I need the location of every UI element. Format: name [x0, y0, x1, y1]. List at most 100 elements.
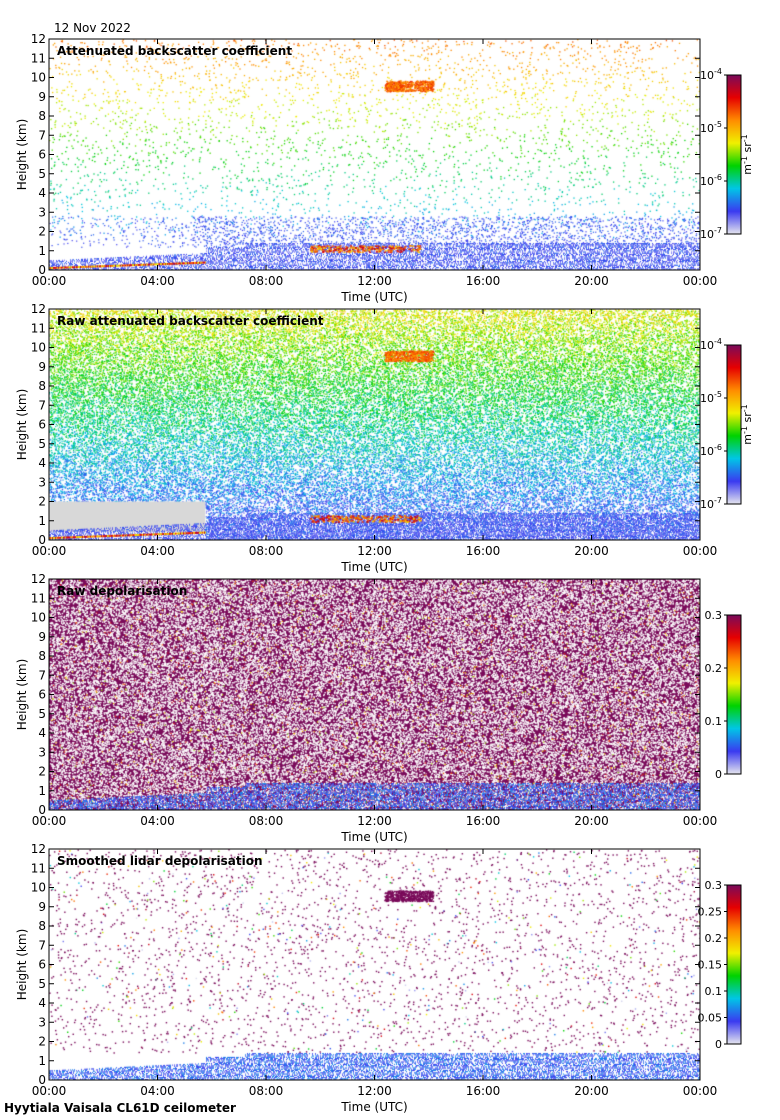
- y-tick-label: 1: [38, 784, 46, 798]
- y-tick-label: 12: [31, 572, 46, 586]
- y-tick-label: 10: [31, 71, 46, 85]
- colorbar-tick-label: 10-4: [700, 337, 722, 352]
- colorbar-tick-label: 0.25: [698, 906, 723, 919]
- y-tick-label: 4: [38, 726, 46, 740]
- y-tick-label: 7: [38, 938, 46, 952]
- x-tick-label: 20:00: [574, 814, 609, 828]
- x-tick-label: 04:00: [140, 814, 175, 828]
- y-tick-label: 10: [31, 341, 46, 355]
- colorbar-tick-label: 0.3: [705, 609, 723, 622]
- heatmap-image: [49, 309, 700, 540]
- colorbar: [726, 614, 742, 775]
- y-tick-label: 11: [31, 861, 46, 875]
- y-axis-label: Height (km): [15, 929, 29, 1000]
- x-tick-label: 00:00: [683, 814, 718, 828]
- x-tick-label: 00:00: [683, 1084, 718, 1098]
- y-tick-label: 10: [31, 611, 46, 625]
- x-tick-label: 08:00: [249, 544, 284, 558]
- y-tick-label: 1: [38, 514, 46, 528]
- y-tick-label: 0: [38, 263, 46, 277]
- y-tick-label: 8: [38, 379, 46, 393]
- y-tick-label: 3: [38, 745, 46, 759]
- x-tick-label: 08:00: [249, 1084, 284, 1098]
- x-tick-label: 00:00: [32, 1084, 67, 1098]
- x-tick-label: 12:00: [357, 1084, 392, 1098]
- x-tick-label: 16:00: [466, 544, 501, 558]
- colorbar-tick-label: 10-6: [700, 443, 722, 458]
- y-tick-label: 12: [31, 302, 46, 316]
- colorbar-tick-label: 10-4: [700, 67, 722, 82]
- y-tick-label: 3: [38, 1015, 46, 1029]
- y-tick-label: 9: [38, 90, 46, 104]
- y-tick-label: 11: [31, 321, 46, 335]
- y-tick-label: 5: [38, 707, 46, 721]
- x-tick-label: 00:00: [32, 814, 67, 828]
- y-tick-label: 5: [38, 977, 46, 991]
- y-tick-label: 7: [38, 668, 46, 682]
- y-tick-label: 12: [31, 32, 46, 46]
- colorbar-tick-label: 0.1: [705, 985, 723, 998]
- x-tick-label: 00:00: [683, 274, 718, 288]
- colorbar-tick-label: 10-7: [700, 496, 722, 511]
- x-tick-label: 12:00: [357, 544, 392, 558]
- x-tick-label: 12:00: [357, 274, 392, 288]
- panel-title: Raw depolarisation: [57, 584, 187, 598]
- x-tick-label: 16:00: [466, 1084, 501, 1098]
- x-tick-label: 20:00: [574, 544, 609, 558]
- y-tick-label: 11: [31, 591, 46, 605]
- y-tick-label: 11: [31, 51, 46, 65]
- colorbar-tick-label: 0.05: [698, 1012, 723, 1025]
- heatmap-image: [49, 579, 700, 810]
- colorbar-tick-label: 10-7: [700, 226, 722, 241]
- y-tick-label: 5: [38, 437, 46, 451]
- heatmap-image: [49, 849, 700, 1080]
- colorbar: [726, 74, 742, 235]
- colorbar-tick-label: 10-6: [700, 173, 722, 188]
- y-tick-label: 7: [38, 398, 46, 412]
- x-tick-label: 16:00: [466, 814, 501, 828]
- y-axis-label: Height (km): [15, 659, 29, 730]
- colorbar-tick-label: 0.3: [705, 879, 723, 892]
- y-tick-label: 2: [38, 1035, 46, 1049]
- y-tick-label: 6: [38, 958, 46, 972]
- heatmap-image: [49, 39, 700, 270]
- panel-title: Raw attenuated backscatter coefficient: [57, 314, 324, 328]
- y-tick-label: 1: [38, 1054, 46, 1068]
- x-axis-label: Time (UTC): [340, 560, 407, 574]
- y-tick-label: 0: [38, 1073, 46, 1087]
- x-tick-label: 20:00: [574, 1084, 609, 1098]
- y-tick-label: 0: [38, 803, 46, 817]
- y-tick-label: 12: [31, 842, 46, 856]
- panel-title: Attenuated backscatter coefficient: [57, 44, 292, 58]
- date-label: 12 Nov 2022: [54, 21, 131, 35]
- y-axis-label: Height (km): [15, 389, 29, 460]
- y-axis-label: Height (km): [15, 119, 29, 190]
- x-axis-label: Time (UTC): [340, 830, 407, 844]
- y-tick-label: 8: [38, 919, 46, 933]
- y-tick-label: 4: [38, 996, 46, 1010]
- panel-title: Smoothed lidar depolarisation: [57, 854, 263, 868]
- y-tick-label: 7: [38, 128, 46, 142]
- y-tick-label: 10: [31, 881, 46, 895]
- x-tick-label: 04:00: [140, 274, 175, 288]
- x-tick-label: 08:00: [249, 274, 284, 288]
- x-tick-label: 12:00: [357, 814, 392, 828]
- y-tick-label: 1: [38, 244, 46, 258]
- colorbar-tick-label: 0: [715, 1038, 722, 1051]
- y-tick-label: 5: [38, 167, 46, 181]
- y-tick-label: 9: [38, 630, 46, 644]
- y-tick-label: 4: [38, 186, 46, 200]
- x-tick-label: 16:00: [466, 274, 501, 288]
- y-tick-label: 9: [38, 900, 46, 914]
- y-tick-label: 2: [38, 765, 46, 779]
- colorbar-tick-label: 10-5: [700, 390, 722, 405]
- x-tick-label: 04:00: [140, 1084, 175, 1098]
- y-tick-label: 4: [38, 456, 46, 470]
- colorbar-tick-label: 10-5: [700, 120, 722, 135]
- y-tick-label: 6: [38, 418, 46, 432]
- y-tick-label: 9: [38, 360, 46, 374]
